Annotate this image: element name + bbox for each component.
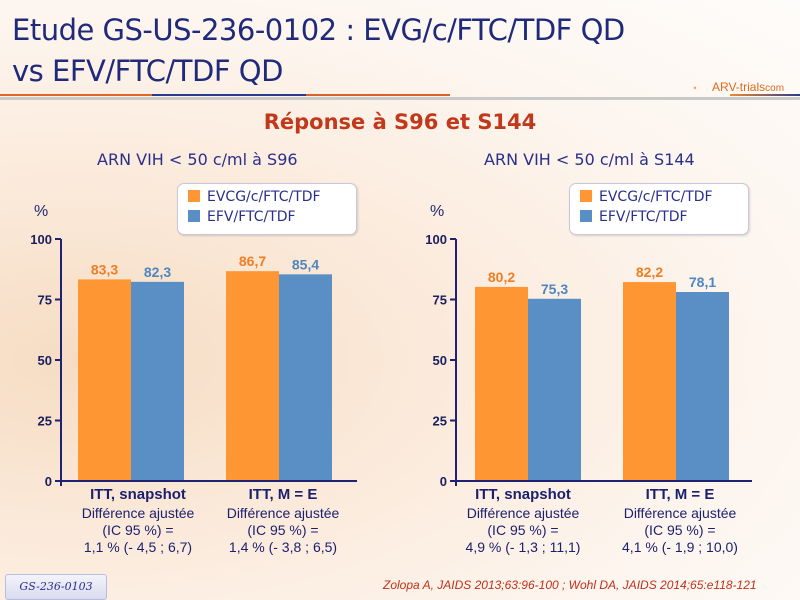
header-rule-grey (0, 97, 800, 100)
blue-swatch-icon (188, 210, 200, 222)
chart2-y-tick-label: 50 (433, 353, 447, 368)
chart1-bar-series1 (226, 271, 279, 481)
chart1-y-tick-label: 0 (45, 474, 52, 489)
orange-swatch-icon (188, 190, 200, 202)
logo-brand: ARV-trials (712, 80, 766, 94)
legend-item-series1: EVCG/c/FTC/TDF (188, 189, 321, 209)
legend-item-series1: EVCG/c/FTC/TDF (580, 189, 713, 209)
note-line: Différence ajustée (226, 505, 340, 521)
chart1-bar-series2 (131, 281, 184, 481)
logo-suffix: com (765, 83, 785, 94)
chart1-category-label: ITT, M = E (248, 486, 318, 503)
chart1-data-label: 82,3 (144, 264, 171, 280)
chart2-difference-note: Différence ajustée (IC 95 %) = 4,1 % (- … (590, 505, 770, 556)
chart2-bar-series2 (676, 291, 729, 481)
chart2-data-label: 82,2 (636, 264, 663, 280)
chart2-data-label: 75,3 (541, 281, 568, 297)
chart1-data-label: 83,3 (91, 261, 118, 277)
note-line: Différence ajustée (623, 505, 737, 521)
chart1-data-label: 86,7 (239, 253, 266, 269)
chart1-y-tick-label: 100 (30, 232, 52, 247)
chart2-title: ARN VIH < 50 c/ml à S144 (484, 150, 695, 169)
chart1-legend: EVCG/c/FTC/TDF EFV/FTC/TDF (177, 183, 357, 235)
chart2-y-tick-label: 0 (440, 474, 447, 489)
note-line: Différence ajustée (81, 505, 195, 521)
chart1-difference-note: Différence ajustée (IC 95 %) = 1,1 % (- … (48, 505, 228, 556)
header-rule-orange-left (0, 94, 152, 96)
header-rule-blue (152, 94, 306, 96)
legend-label: EFV/FTC/TDF (599, 209, 688, 225)
section-subtitle: Réponse à S96 et S144 (263, 110, 537, 134)
note-line: (IC 95 %) = (487, 522, 559, 538)
chart1-y-tick-label: 25 (38, 414, 52, 429)
logo-text: ARV-trialscom (712, 80, 784, 94)
note-line: Différence ajustée (466, 505, 580, 521)
orange-swatch-icon (580, 190, 592, 202)
note-line: (IC 95 %) = (644, 522, 716, 538)
chart2-category-label: ITT, snapshot (475, 486, 571, 503)
chart1-ylabel: % (34, 203, 49, 220)
title-line-2: vs EFV/FTC/TDF QD (12, 54, 283, 88)
chart2-category-label: ITT, M = E (645, 486, 715, 503)
chart1-category-label: ITT, snapshot (90, 486, 186, 503)
note-line: 1,1 % (- 4,5 ; 6,7) (83, 539, 193, 555)
note-line: 4,9 % (- 1,3 ; 11,1) (465, 539, 581, 555)
legend-label: EFV/FTC/TDF (207, 209, 296, 225)
header-rule-orange-right (306, 94, 450, 96)
chart1-title: ARN VIH < 50 c/ml à S96 (97, 150, 298, 169)
header-rule-tail (730, 94, 800, 96)
legend-item-series2: EFV/FTC/TDF (580, 209, 688, 229)
legend-label: EVCG/c/FTC/TDF (207, 189, 321, 205)
reference-citation: Zolopa A, JAIDS 2013;63:96-100 ; Wohl DA… (383, 578, 757, 592)
note-line: 4,1 % (- 1,9 ; 10,0) (622, 539, 738, 555)
chart2-y-tick-label: 25 (433, 414, 447, 429)
chart2-difference-note: Différence ajustée (IC 95 %) = 4,9 % (- … (433, 505, 613, 556)
chart2-bar-series1 (475, 286, 528, 481)
legend-label: EVCG/c/FTC/TDF (599, 189, 713, 205)
note-line: 1,4 % (- 3,8 ; 6,5) (228, 539, 338, 555)
chart1-y-tick-label: 50 (38, 353, 52, 368)
chart2-y-tick-label: 100 (425, 232, 447, 247)
legend-item-series2: EFV/FTC/TDF (188, 209, 296, 229)
chart2-data-label: 78,1 (689, 274, 716, 290)
chart1-y-tick-label: 75 (38, 293, 52, 308)
chart1-bar-series1 (78, 279, 131, 481)
chart2-data-label: 80,2 (488, 269, 515, 285)
note-line: (IC 95 %) = (102, 522, 174, 538)
chart1-data-label: 85,4 (292, 256, 319, 272)
blue-swatch-icon (580, 210, 592, 222)
chart2-bar-series1 (623, 282, 676, 481)
chart2-y-tick-label: 75 (433, 293, 447, 308)
slide-title: Etude GS-US-236-0102 : EVG/c/FTC/TDF QD … (12, 10, 712, 92)
pill-bottle-icon (693, 86, 697, 90)
chart2-legend: EVCG/c/FTC/TDF EFV/FTC/TDF (569, 183, 749, 235)
title-line-1: Etude GS-US-236-0102 : EVG/c/FTC/TDF QD (12, 13, 625, 47)
chart1-difference-note: Différence ajustée (IC 95 %) = 1,4 % (- … (193, 505, 373, 556)
chart2-bar-series2 (528, 298, 581, 481)
chart1-bar-series2 (279, 274, 332, 481)
study-badge: GS-236-0103 (5, 574, 107, 600)
note-line: (IC 95 %) = (247, 522, 319, 538)
chart2-ylabel: % (430, 203, 445, 220)
